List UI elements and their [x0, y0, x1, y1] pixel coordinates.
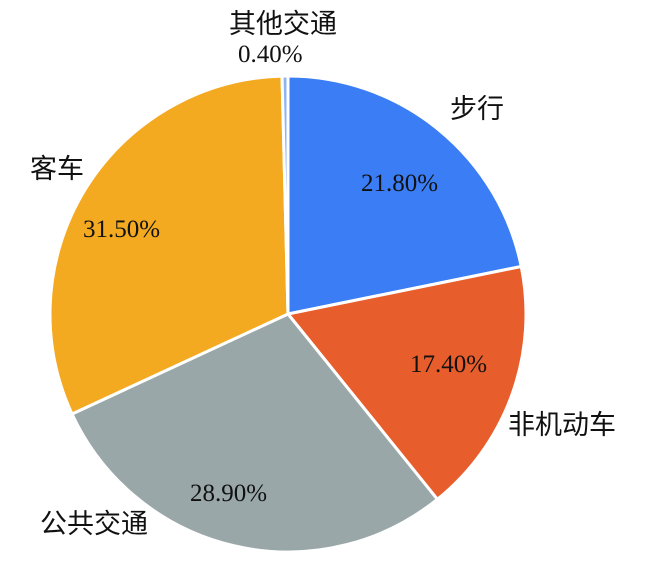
pct-walk: 21.80% [361, 170, 438, 197]
pct-public-transit: 28.90% [190, 480, 267, 507]
pct-car: 31.50% [83, 216, 160, 243]
label-car: 客车 [30, 154, 84, 184]
label-non-motor: 非机动车 [508, 410, 616, 440]
pct-other: 0.40% [238, 41, 303, 68]
pie-slices [48, 74, 528, 554]
slice-walk [286, 74, 523, 316]
slice-non-motor [286, 264, 528, 501]
label-other: 其他交通 [229, 9, 337, 39]
slice-car [48, 74, 290, 416]
pct-non-motor: 17.40% [410, 351, 487, 378]
slice-other [280, 74, 290, 316]
label-walk: 步行 [450, 94, 504, 124]
label-public-transit: 公共交通 [40, 509, 148, 539]
slice-public-transit [70, 312, 439, 554]
